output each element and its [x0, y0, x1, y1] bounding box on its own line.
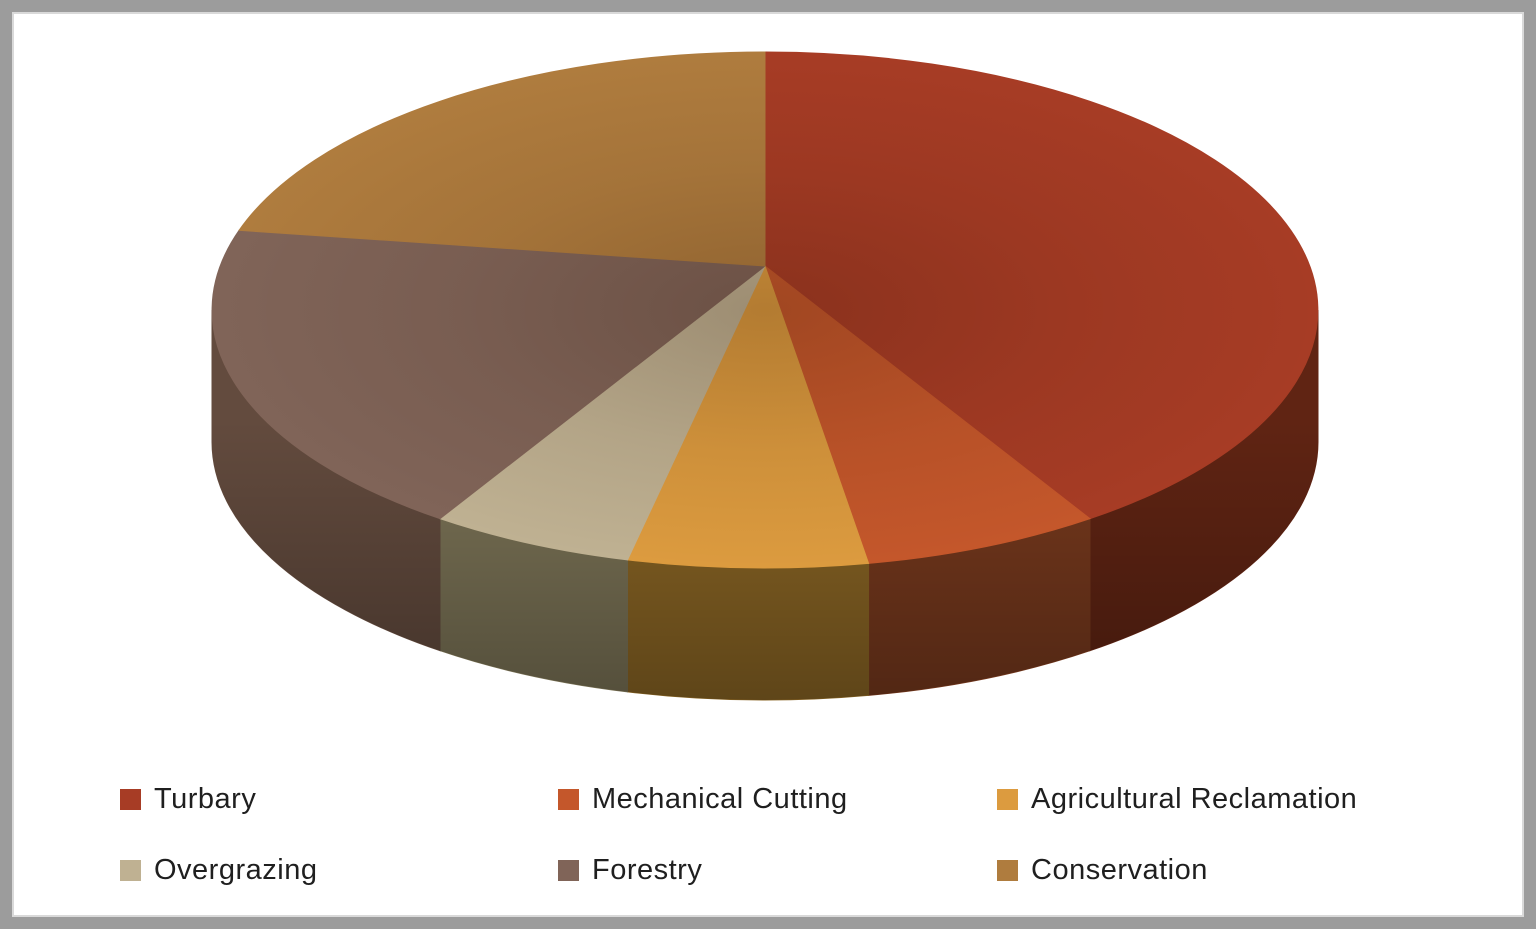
legend-swatch-forestry — [558, 859, 579, 881]
legend-label-conservation: Conservation — [1031, 854, 1208, 886]
legend-label-forestry: Forestry — [592, 854, 703, 886]
legend-label-turbary: Turbary — [154, 783, 257, 815]
legend-item-conservation[interactable]: Conservation — [997, 852, 1208, 888]
legend-swatch-mechanical-cutting — [558, 788, 579, 810]
legend-swatch-turbary — [120, 788, 141, 810]
legend-swatch-overgrazing — [120, 859, 141, 881]
legend-item-agricultural-reclamation[interactable]: Agricultural Reclamation — [997, 781, 1357, 817]
legend-item-mechanical-cutting[interactable]: Mechanical Cutting — [558, 781, 848, 817]
legend-swatch-agricultural-reclamation — [997, 788, 1018, 810]
legend-label-overgrazing: Overgrazing — [154, 854, 318, 886]
pie-slice-conservation[interactable] — [238, 51, 766, 267]
legend-label-mechanical-cutting: Mechanical Cutting — [592, 783, 848, 815]
legend-item-overgrazing[interactable]: Overgrazing — [120, 852, 317, 888]
pie-slices-group — [211, 51, 1319, 701]
legend-label-agricultural-reclamation: Agricultural Reclamation — [1031, 783, 1358, 815]
legend-item-turbary[interactable]: Turbary — [120, 781, 256, 817]
legend-swatch-conservation — [997, 859, 1018, 881]
pie-slice-side-agricultural-reclamation[interactable] — [627, 559, 870, 701]
legend-item-forestry[interactable]: Forestry — [558, 852, 702, 888]
